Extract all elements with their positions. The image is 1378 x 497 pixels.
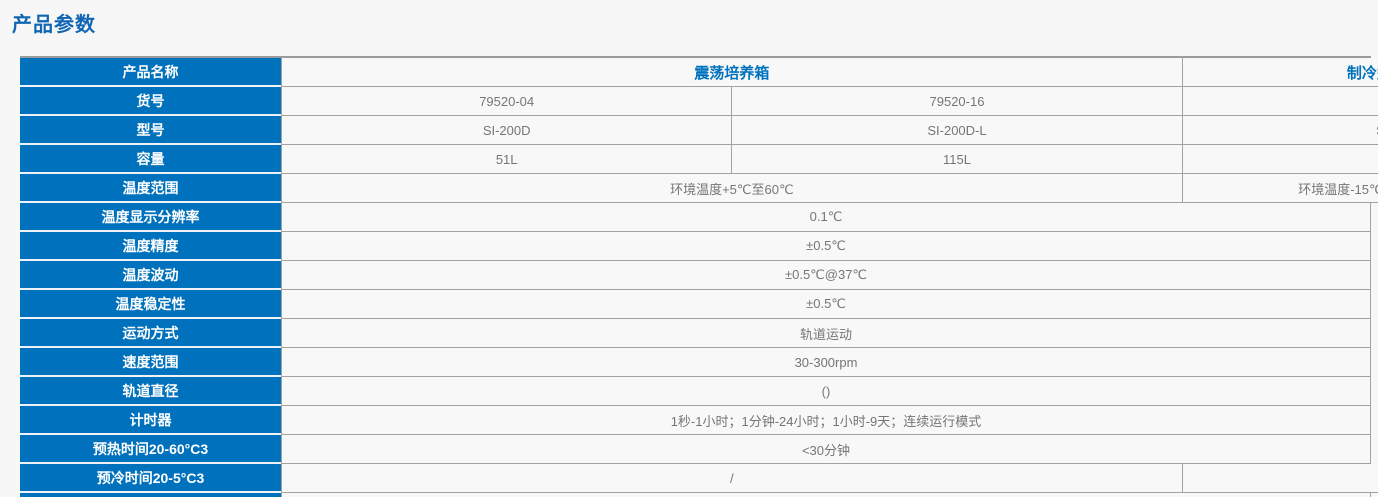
row-model: 型号 SI-200D SI-200D-L SI-200D-C — [20, 116, 1378, 145]
row-label: 温度波动 — [20, 261, 281, 290]
row-orbit-diameter: 轨道直径 () — [20, 377, 1371, 406]
page-title: 产品参数 — [12, 14, 96, 36]
row-label: 运动方式 — [20, 319, 281, 348]
row-label: 温度范围 — [20, 174, 281, 203]
row-label: 速度范围 — [20, 348, 281, 377]
row-label: 型号 — [20, 116, 281, 145]
row-temp-fluctuation: 温度波动 ±0.5℃@37℃ — [20, 261, 1371, 290]
table-cell: SI-200D-L — [731, 116, 1182, 145]
row-label: 计时器 — [20, 406, 281, 435]
table-cell: 79520-04 — [281, 87, 732, 116]
table-cell: 79520-16 — [731, 87, 1182, 116]
row-precool-time: 预冷时间20-5°C3 / <60分钟 — [20, 464, 1378, 493]
table-cell: ±0.5℃ — [281, 290, 1371, 319]
table-cell — [281, 493, 1371, 497]
row-label: 温度精度 — [20, 232, 281, 261]
table-row-partial — [20, 493, 1371, 497]
row-temp-display-resolution: 温度显示分辨率 0.1℃ — [20, 203, 1371, 232]
row-speed-range: 速度范围 30-300rpm — [20, 348, 1371, 377]
table-cell: ±0.5℃ — [281, 232, 1371, 261]
table-cell: 115L — [1181, 145, 1378, 174]
row-timer: 计时器 1秒-1小时；1分钟-24小时；1小时-9天；连续运行模式 — [20, 406, 1371, 435]
row-label: 货号 — [20, 87, 281, 116]
table-cell: 30-300rpm — [281, 348, 1371, 377]
row-product-name: 产品名称 震荡培养箱 制冷型震荡培养箱 — [20, 58, 1378, 87]
table-cell: 环境温度+5℃至60℃ — [281, 174, 1182, 203]
table-cell: / — [281, 464, 1182, 493]
row-preheat-time: 预热时间20-60°C3 <30分钟 — [20, 435, 1371, 464]
row-label — [20, 493, 281, 497]
table-cell: <60分钟 — [1181, 464, 1378, 493]
product-spec-table: 产品名称 震荡培养箱 制冷型震荡培养箱 货号 79520-04 79520-16… — [20, 56, 1378, 497]
row-temp-stability: 温度稳定性 ±0.5℃ — [20, 290, 1371, 319]
table-cell: 79520-22 — [1181, 87, 1378, 116]
row-label: 预热时间20-60°C3 — [20, 435, 281, 464]
row-temp-range: 温度范围 环境温度+5℃至60℃ 环境温度-15℃至60℃*（最低0.5℃） — [20, 174, 1378, 203]
table-cell: ±0.5℃@37℃ — [281, 261, 1371, 290]
row-temp-accuracy: 温度精度 ±0.5℃ — [20, 232, 1371, 261]
table-cell: 115L — [731, 145, 1182, 174]
table-cell: 51L — [281, 145, 732, 174]
table-cell: 震荡培养箱 — [281, 58, 1182, 87]
table-cell: 制冷型震荡培养箱 — [1181, 58, 1378, 87]
row-label: 容量 — [20, 145, 281, 174]
table-cell: SI-200D-C — [1181, 116, 1378, 145]
table-cell: 1秒-1小时；1分钟-24小时；1小时-9天；连续运行模式 — [281, 406, 1371, 435]
table-cell: <30分钟 — [281, 435, 1371, 464]
table-cell: 轨道运动 — [281, 319, 1371, 348]
row-label: 轨道直径 — [20, 377, 281, 406]
row-label: 温度显示分辨率 — [20, 203, 281, 232]
table-cell: SI-200D — [281, 116, 732, 145]
row-label: 产品名称 — [20, 58, 281, 87]
row-motion-type: 运动方式 轨道运动 — [20, 319, 1371, 348]
row-label: 预冷时间20-5°C3 — [20, 464, 281, 493]
row-capacity: 容量 51L 115L 115L — [20, 145, 1378, 174]
table-cell: 环境温度-15℃至60℃*（最低0.5℃） — [1181, 174, 1378, 203]
row-label: 温度稳定性 — [20, 290, 281, 319]
table-cell: () — [281, 377, 1371, 406]
table-cell: 0.1℃ — [281, 203, 1371, 232]
row-catalog-number: 货号 79520-04 79520-16 79520-22 — [20, 87, 1378, 116]
